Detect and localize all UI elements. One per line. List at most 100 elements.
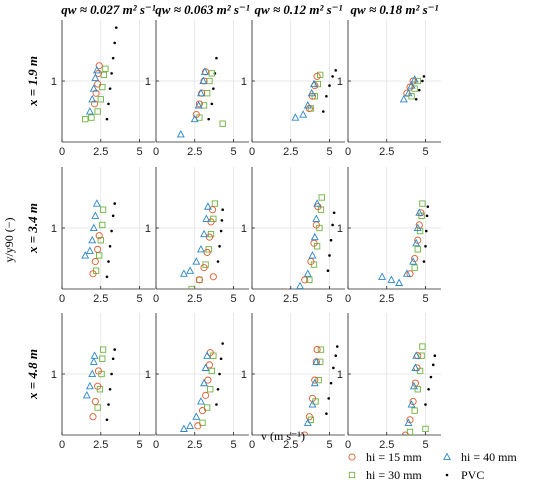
point-pvc <box>322 110 325 113</box>
point-pvc <box>111 357 115 361</box>
legend-marker-pvc <box>445 473 449 477</box>
point-h40 <box>82 390 91 399</box>
point-h30 <box>178 451 183 456</box>
point-h30 <box>211 200 219 207</box>
point-pvc <box>221 208 224 211</box>
point-h30 <box>200 102 208 109</box>
legend: hi = 15 mm hi = 30 mm hi = 40 mm PVC <box>348 450 517 482</box>
panel-r1-c3: 0 2.5 5 1 <box>241 20 345 158</box>
point-h40 <box>92 65 101 74</box>
point-h40 <box>197 244 205 253</box>
x-tick-label: 0 <box>249 293 255 305</box>
legend-label: hi = 30 mm <box>366 468 422 482</box>
point-h30 <box>207 386 214 393</box>
point-h40 <box>85 381 94 390</box>
point-h30 <box>318 194 325 201</box>
point-pvc <box>210 102 214 106</box>
point-h40 <box>88 94 97 103</box>
point-pvc <box>326 269 330 273</box>
point-h15 <box>409 77 417 85</box>
point-h40 <box>203 202 212 210</box>
point-h40 <box>88 369 97 378</box>
point-h40 <box>197 397 205 405</box>
point-h15 <box>200 264 208 272</box>
y-axis-label: y/y90 (−) <box>2 217 16 262</box>
point-pvc <box>327 397 331 400</box>
point-h40 <box>313 199 322 207</box>
panel-r3-c3: 0 2.5 5 1 <box>241 313 345 451</box>
point-h40 <box>91 211 100 219</box>
column-title-1: qw ≈ 0.027 m² s⁻¹ <box>61 2 155 17</box>
point-h15 <box>202 68 210 76</box>
point-h30 <box>188 285 195 289</box>
y-tick-label: 1 <box>145 223 151 235</box>
x-tick-label: 5 <box>136 293 142 305</box>
point-pvc <box>212 87 215 90</box>
point-h30 <box>94 404 101 411</box>
point-h40 <box>89 223 98 232</box>
panel-r3-c2: 0 2.5 5 1 <box>145 313 249 456</box>
y-tick-label: 1 <box>241 76 247 88</box>
x-tick-label: 5 <box>422 146 428 158</box>
x-tick-label: 2.5 <box>93 293 108 305</box>
data-points <box>82 346 116 422</box>
point-pvc <box>421 79 424 83</box>
point-pvc <box>215 403 218 406</box>
point-h15 <box>313 72 321 80</box>
point-h40 <box>85 246 94 254</box>
x-tick-label: 2.5 <box>93 439 108 451</box>
y-tick-label: 1 <box>241 223 247 235</box>
point-pvc <box>425 214 429 218</box>
point-pvc <box>332 366 335 370</box>
point-h40 <box>194 101 203 109</box>
point-h30 <box>315 376 322 384</box>
legend-marker-h30 <box>348 471 356 479</box>
point-h40 <box>89 84 98 92</box>
point-pvc <box>328 84 331 87</box>
x-tick-label: 2.5 <box>379 439 394 451</box>
x-tick-label: 5 <box>326 293 332 305</box>
x-tick-label: 0 <box>59 439 65 451</box>
point-h40 <box>303 418 312 426</box>
point-h30 <box>317 358 324 365</box>
panel-r2-c2: 0 2.5 5 1 <box>145 167 249 305</box>
point-pvc <box>105 418 109 422</box>
point-h30 <box>306 276 313 283</box>
x-tick-label: 5 <box>326 439 332 451</box>
point-pvc <box>422 75 426 78</box>
x-tick-label: 2.5 <box>283 439 298 451</box>
point-pvc <box>220 219 224 222</box>
x-tick-label: 0 <box>153 293 159 305</box>
point-h40 <box>190 114 199 123</box>
point-h40 <box>404 88 413 97</box>
point-h40 <box>312 214 321 222</box>
point-h15 <box>198 89 206 97</box>
point-h40 <box>403 433 405 435</box>
point-h40 <box>186 266 195 274</box>
x-tick-label: 0 <box>153 439 159 451</box>
point-h40 <box>409 381 418 390</box>
point-h30 <box>419 200 426 207</box>
y-tick-label: 1 <box>337 223 343 235</box>
column-title-4: qw ≈ 0.18 m² s⁻¹ <box>351 2 439 17</box>
x-tick-label: 2.5 <box>283 146 298 158</box>
y-tick-label: 1 <box>51 369 57 381</box>
point-h40 <box>179 424 188 432</box>
point-pvc <box>107 260 110 263</box>
data-points <box>176 56 226 138</box>
point-h40 <box>89 357 98 365</box>
panel-r2-c4: 0 2.5 5 1 <box>337 167 441 305</box>
point-h30 <box>203 404 211 411</box>
legend-label: hi = 40 mm <box>461 450 517 464</box>
point-h15 <box>209 273 217 281</box>
point-pvc <box>414 98 418 101</box>
point-h15 <box>205 361 214 369</box>
point-pvc <box>113 348 116 351</box>
point-h40 <box>197 88 205 97</box>
point-h40 <box>308 400 317 408</box>
point-h40 <box>409 257 418 265</box>
point-h40 <box>192 412 201 420</box>
legend-marker-h15 <box>348 453 356 461</box>
point-h40 <box>296 281 305 289</box>
point-h15 <box>195 100 203 108</box>
